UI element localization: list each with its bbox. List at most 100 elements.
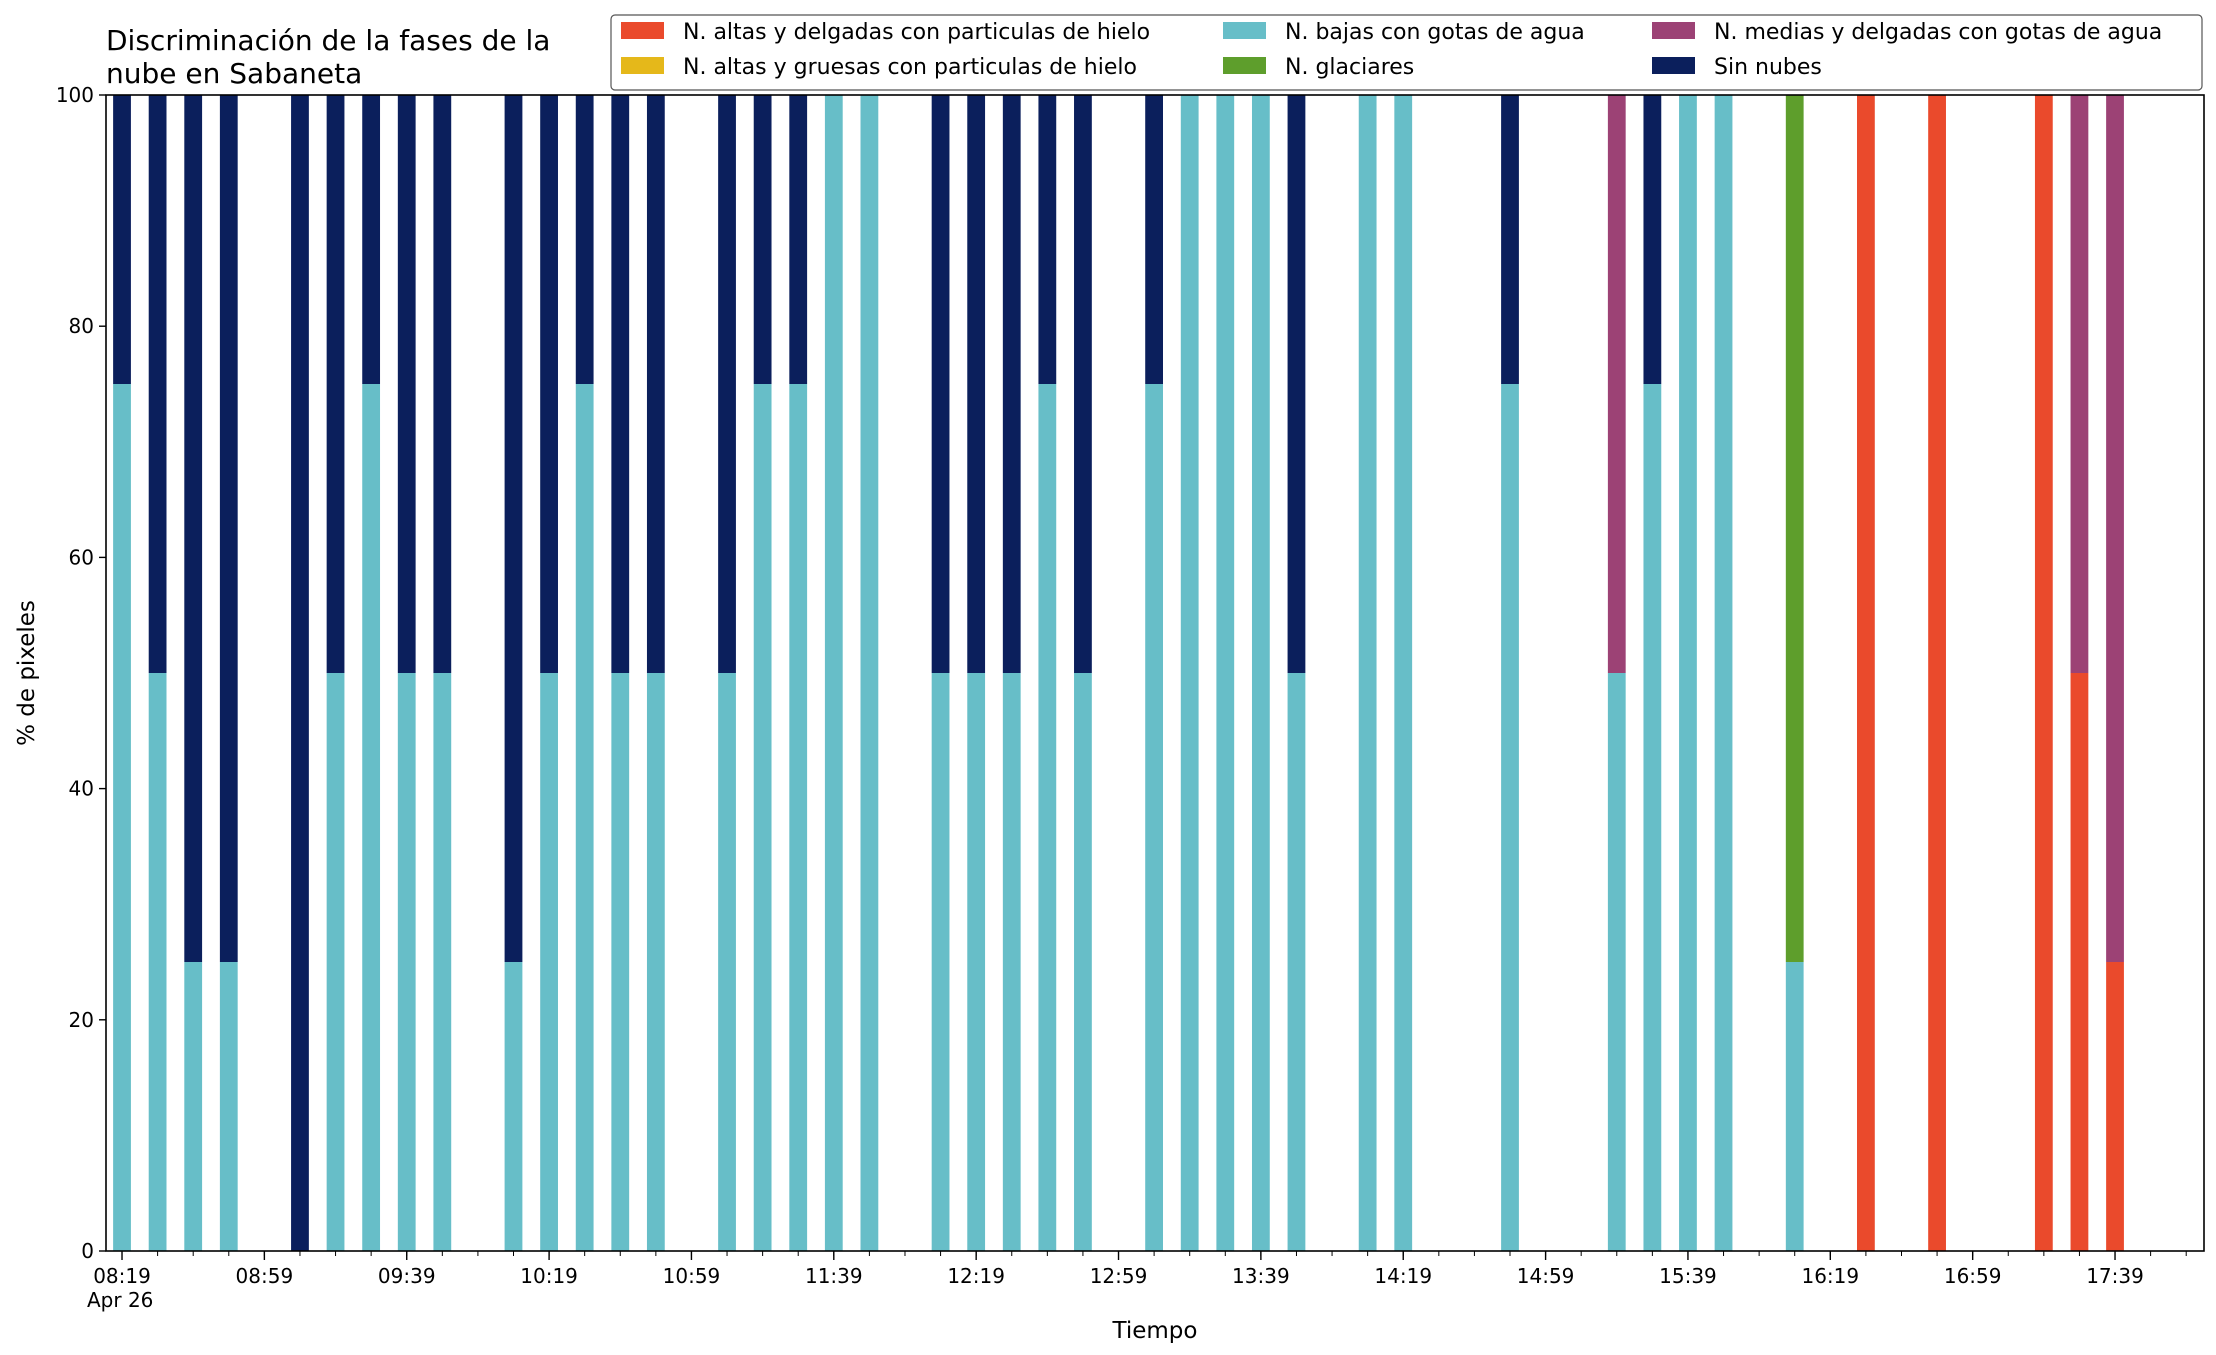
bar-segment bbox=[433, 673, 452, 1251]
bar-segment bbox=[1679, 95, 1697, 1251]
bar-segment bbox=[753, 384, 772, 1251]
y-tick-label: 40 bbox=[69, 777, 94, 801]
bar-segment bbox=[540, 673, 558, 1251]
legend-swatch bbox=[1223, 57, 1266, 74]
bar-segment bbox=[1643, 95, 1662, 384]
bar-segment bbox=[219, 962, 238, 1251]
x-tick-label: 10:59 bbox=[663, 1264, 721, 1288]
legend-swatch bbox=[1223, 22, 1266, 39]
bar-segment bbox=[646, 95, 665, 673]
bar-segment bbox=[1394, 95, 1413, 1251]
bar-segment bbox=[575, 95, 594, 384]
y-axis-label: % de pixeles bbox=[14, 600, 40, 746]
bar-segment bbox=[1145, 95, 1163, 384]
x-tick-label: 08:59 bbox=[236, 1264, 294, 1288]
x-tick-label: 10:19 bbox=[520, 1264, 578, 1288]
y-tick-label: 20 bbox=[69, 1008, 94, 1032]
bar-segment bbox=[1607, 673, 1626, 1251]
bar-segment bbox=[1251, 95, 1270, 1251]
bar-segment bbox=[184, 95, 203, 962]
bar-segment bbox=[113, 95, 131, 384]
y-tick-label: 0 bbox=[81, 1239, 94, 1263]
x-tick-sublabel: Apr 26 bbox=[87, 1288, 153, 1312]
bar-segment bbox=[1038, 95, 1057, 384]
bar-segment bbox=[2070, 95, 2089, 673]
bar-segment bbox=[1038, 384, 1057, 1251]
legend-label: N. altas y gruesas con particulas de hie… bbox=[683, 55, 1137, 80]
bar-segment bbox=[1928, 95, 1946, 1251]
x-tick-label: 16:59 bbox=[1944, 1264, 2002, 1288]
bar-segment bbox=[1074, 95, 1092, 673]
bar-segment bbox=[860, 95, 879, 1251]
bar-segment bbox=[789, 95, 808, 384]
bar-segment bbox=[1074, 673, 1092, 1251]
bar-segment bbox=[1643, 384, 1662, 1251]
x-tick-label: 08:19 bbox=[93, 1264, 151, 1288]
bar-segment bbox=[718, 95, 736, 673]
bar-segment bbox=[1785, 95, 1804, 962]
y-axis: 0 20 40 60 80 100 bbox=[56, 83, 106, 1263]
bars-group bbox=[113, 95, 2124, 1251]
bar-segment bbox=[646, 673, 665, 1251]
legend-label: N. bajas con gotas de agua bbox=[1285, 20, 1585, 45]
bar-segment bbox=[931, 95, 950, 673]
bar-segment bbox=[967, 95, 986, 673]
bar-segment bbox=[789, 384, 808, 1251]
plot-frame bbox=[105, 94, 2205, 1252]
bar-segment bbox=[291, 95, 309, 1251]
bar-segment bbox=[1002, 95, 1021, 673]
bar-segment bbox=[2070, 673, 2089, 1251]
legend-swatch bbox=[621, 57, 664, 74]
bar-segment bbox=[326, 95, 345, 673]
bar-segment bbox=[1714, 95, 1733, 1251]
bar-segment bbox=[1607, 95, 1626, 673]
bar-segment bbox=[1002, 673, 1021, 1251]
bar-segment bbox=[2106, 962, 2124, 1251]
chart-title-line-1: Discriminación de la fases de la bbox=[106, 24, 550, 57]
bar-segment bbox=[718, 673, 736, 1251]
x-tick-label: 14:59 bbox=[1517, 1264, 1575, 1288]
bar-segment bbox=[1785, 962, 1804, 1251]
bar-segment bbox=[540, 95, 558, 673]
x-tick-label: 14:19 bbox=[1374, 1264, 1432, 1288]
bar-segment bbox=[504, 95, 523, 962]
bar-segment bbox=[397, 673, 416, 1251]
bar-segment bbox=[397, 95, 416, 673]
bar-segment bbox=[219, 95, 238, 962]
bar-segment bbox=[611, 95, 630, 673]
bar-segment bbox=[931, 673, 950, 1251]
bar-segment bbox=[611, 673, 630, 1251]
bar-segment bbox=[2106, 95, 2124, 962]
legend-frame bbox=[610, 14, 2203, 91]
legend: N. altas y delgadas con particulas de hi… bbox=[610, 14, 2203, 91]
bar-segment bbox=[1501, 384, 1519, 1251]
legend-swatch bbox=[1652, 22, 1695, 39]
bar-segment bbox=[113, 384, 131, 1251]
legend-label: N. medias y delgadas con gotas de agua bbox=[1714, 20, 2162, 45]
bar-segment bbox=[824, 95, 843, 1251]
bar-segment bbox=[362, 95, 381, 384]
bar-segment bbox=[1501, 95, 1519, 384]
legend-label: Sin nubes bbox=[1714, 55, 1822, 80]
bar-segment bbox=[504, 962, 523, 1251]
bar-segment bbox=[1287, 673, 1306, 1251]
legend-label: N. glaciares bbox=[1285, 55, 1414, 80]
legend-swatch bbox=[1652, 57, 1695, 74]
x-tick-label: 13:39 bbox=[1232, 1264, 1290, 1288]
x-tick-label: 11:39 bbox=[805, 1264, 863, 1288]
bar-segment bbox=[1358, 95, 1377, 1251]
bar-segment bbox=[148, 673, 167, 1251]
bar-segment bbox=[2034, 95, 2053, 1251]
bar-segment bbox=[362, 384, 381, 1251]
x-tick-label: 09:39 bbox=[378, 1264, 436, 1288]
bar-segment bbox=[1287, 95, 1306, 673]
bar-segment bbox=[1145, 384, 1163, 1251]
legend-label: N. altas y delgadas con particulas de hi… bbox=[683, 20, 1150, 45]
x-tick-label: 15:39 bbox=[1659, 1264, 1717, 1288]
legend-swatch bbox=[621, 22, 664, 39]
y-tick-label: 60 bbox=[69, 545, 94, 569]
bar-segment bbox=[1180, 95, 1199, 1251]
x-tick-label: 12:19 bbox=[947, 1264, 1005, 1288]
bar-segment bbox=[184, 962, 203, 1251]
